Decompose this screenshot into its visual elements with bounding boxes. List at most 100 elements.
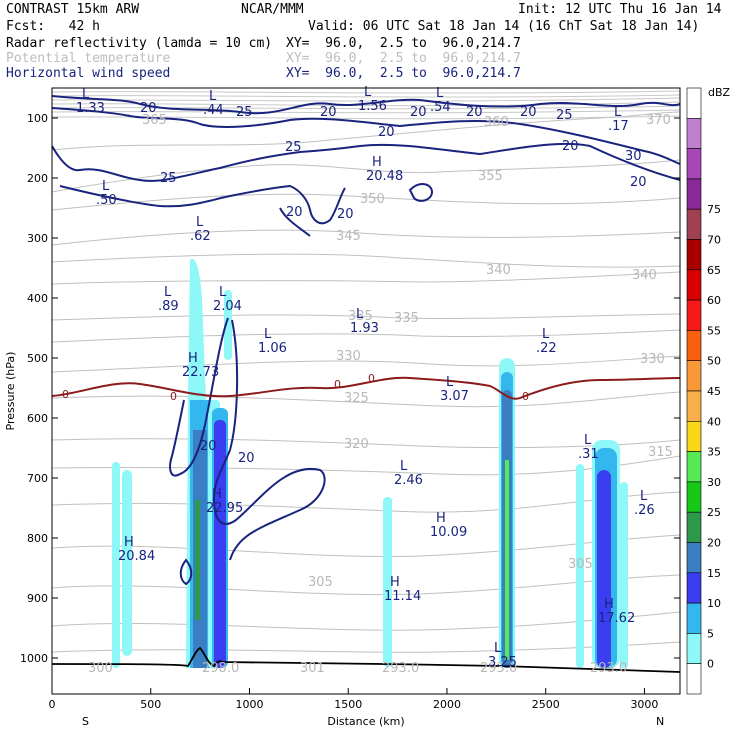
freezing-label: 0 [334,378,341,391]
x-tick-label: 1000 [235,698,263,711]
theta-label: 355 [478,169,503,184]
field-reflectivity: Radar reflectivity (lamda = 10 cm) [6,36,273,51]
theta-label: 300 [88,661,113,676]
plot-area [52,88,680,694]
extrema-type: L [196,215,204,230]
field-wind-xy: XY= 96.0, 2.5 to 96.0,214.7 [286,66,521,81]
x-axis: 0 500 1000 1500 2000 2500 3000 [49,688,658,711]
refl-cell-1b [122,470,132,656]
init-time: Init: 12 UTC Thu 16 Jan 14 [518,2,722,17]
colorbar-label: 60 [707,294,721,307]
x-tick-label: 500 [140,698,161,711]
x-axis-title: Distance (km) [327,715,404,728]
valid-time: Valid: 06 UTC Sat 18 Jan 14 (16 ChT Sat … [308,19,700,34]
theta-labels: 365 360 370 355 350 345 340 340 335 335 … [88,113,673,676]
freezing-level-line [52,376,680,400]
extrema-type: L [209,89,217,104]
refl-anvil [224,290,232,360]
extrema-value: 1.06 [258,341,287,356]
theta-label: 340 [632,268,657,283]
colorbar-label: 10 [707,597,721,610]
extrema-type: L [446,375,454,390]
extrema-value: 2.46 [394,473,423,488]
theta-label: 305 [568,557,593,572]
colorbar-swatch [686,299,702,331]
colorbar-label: 5 [707,627,714,640]
extrema-type: L [640,489,648,504]
field-reflectivity-xy: XY= 96.0, 2.5 to 96.0,214.7 [286,36,521,51]
extrema-type: H [604,597,614,612]
y-tick-label: 500 [27,352,48,365]
theta-label: 370 [646,113,671,128]
colorbar-label: 40 [707,415,721,428]
field-wind: Horizontal wind speed [6,66,171,81]
x-axis-left-end: S [82,715,89,728]
extrema-value: 17.62 [598,611,635,626]
y-tick-label: 300 [27,232,48,245]
theta-label: 335 [394,311,419,326]
colorbar-swatch [686,208,702,240]
colorbar-swatch [686,390,702,422]
wind-label: 20 [320,105,337,120]
extrema-type: H [372,155,382,170]
extrema-value: .54 [430,100,451,115]
theta-stratosphere-lines [52,90,680,120]
extrema-type: H [124,535,134,550]
extrema-value: 11.14 [384,589,421,604]
extrema-value: .17 [608,119,629,134]
wind-label: 20 [337,207,354,222]
wind-label: 20 [238,451,255,466]
colorbar-label: 55 [707,324,721,337]
forecast-hour: Fcst: 42 h [6,19,100,34]
theta-label: 320 [344,437,369,452]
colorbar-swatch [686,330,702,361]
theta-label: 305 [308,575,333,590]
theta-label: 298.0 [202,661,239,676]
extrema-type: H [188,351,198,366]
x-tick-label: 3000 [630,698,658,711]
colorbar-swatch [686,360,702,392]
extrema-value: 1.93 [350,321,379,336]
extrema-type: L [164,285,172,300]
extrema-value: 1.56 [358,99,387,114]
refl-cell-6-core [597,470,611,668]
extrema-value: 20.84 [118,549,155,564]
theta-label: 301 [300,661,325,676]
wind-speed-contours [52,95,680,586]
freezing-label: 0 [522,390,529,403]
extrema-type: L [264,327,272,342]
colorbar-swatch [686,572,702,604]
colorbar-unit: dBZ [708,86,731,99]
theta-label: 325 [344,391,369,406]
y-tick-label: 400 [27,292,48,305]
theta-label: 293.0 [590,661,627,676]
y-tick-label: 200 [27,172,48,185]
wind-label: 25 [556,108,573,123]
refl-cell-1a [112,462,120,668]
reflectivity-shading [112,259,628,668]
theta-label: 360 [484,115,509,130]
colorbar-label: 30 [707,476,721,489]
colorbar-label: 75 [707,203,721,216]
extrema-value: 10.09 [430,525,467,540]
extrema-value: 1.33 [76,101,105,116]
wind-label: 25 [285,140,302,155]
colorbar-swatch [686,118,702,149]
y-tick-label: 800 [27,532,48,545]
extrema-value: .22 [536,341,557,356]
freezing-label: 0 [170,390,177,403]
extrema-value: .31 [578,447,599,462]
extrema-value: 2.04 [213,299,242,314]
extrema-value: 3.07 [440,389,469,404]
theta-label: 293.0 [480,661,517,676]
field-theta: Potential temperature [6,51,171,66]
wind-label: 20 [140,101,157,116]
colorbar-label: 65 [707,264,721,277]
theta-label: 345 [336,229,361,244]
theta-label: 315 [648,445,673,460]
extrema-type: L [356,307,364,322]
colorbar-swatch [686,148,702,180]
